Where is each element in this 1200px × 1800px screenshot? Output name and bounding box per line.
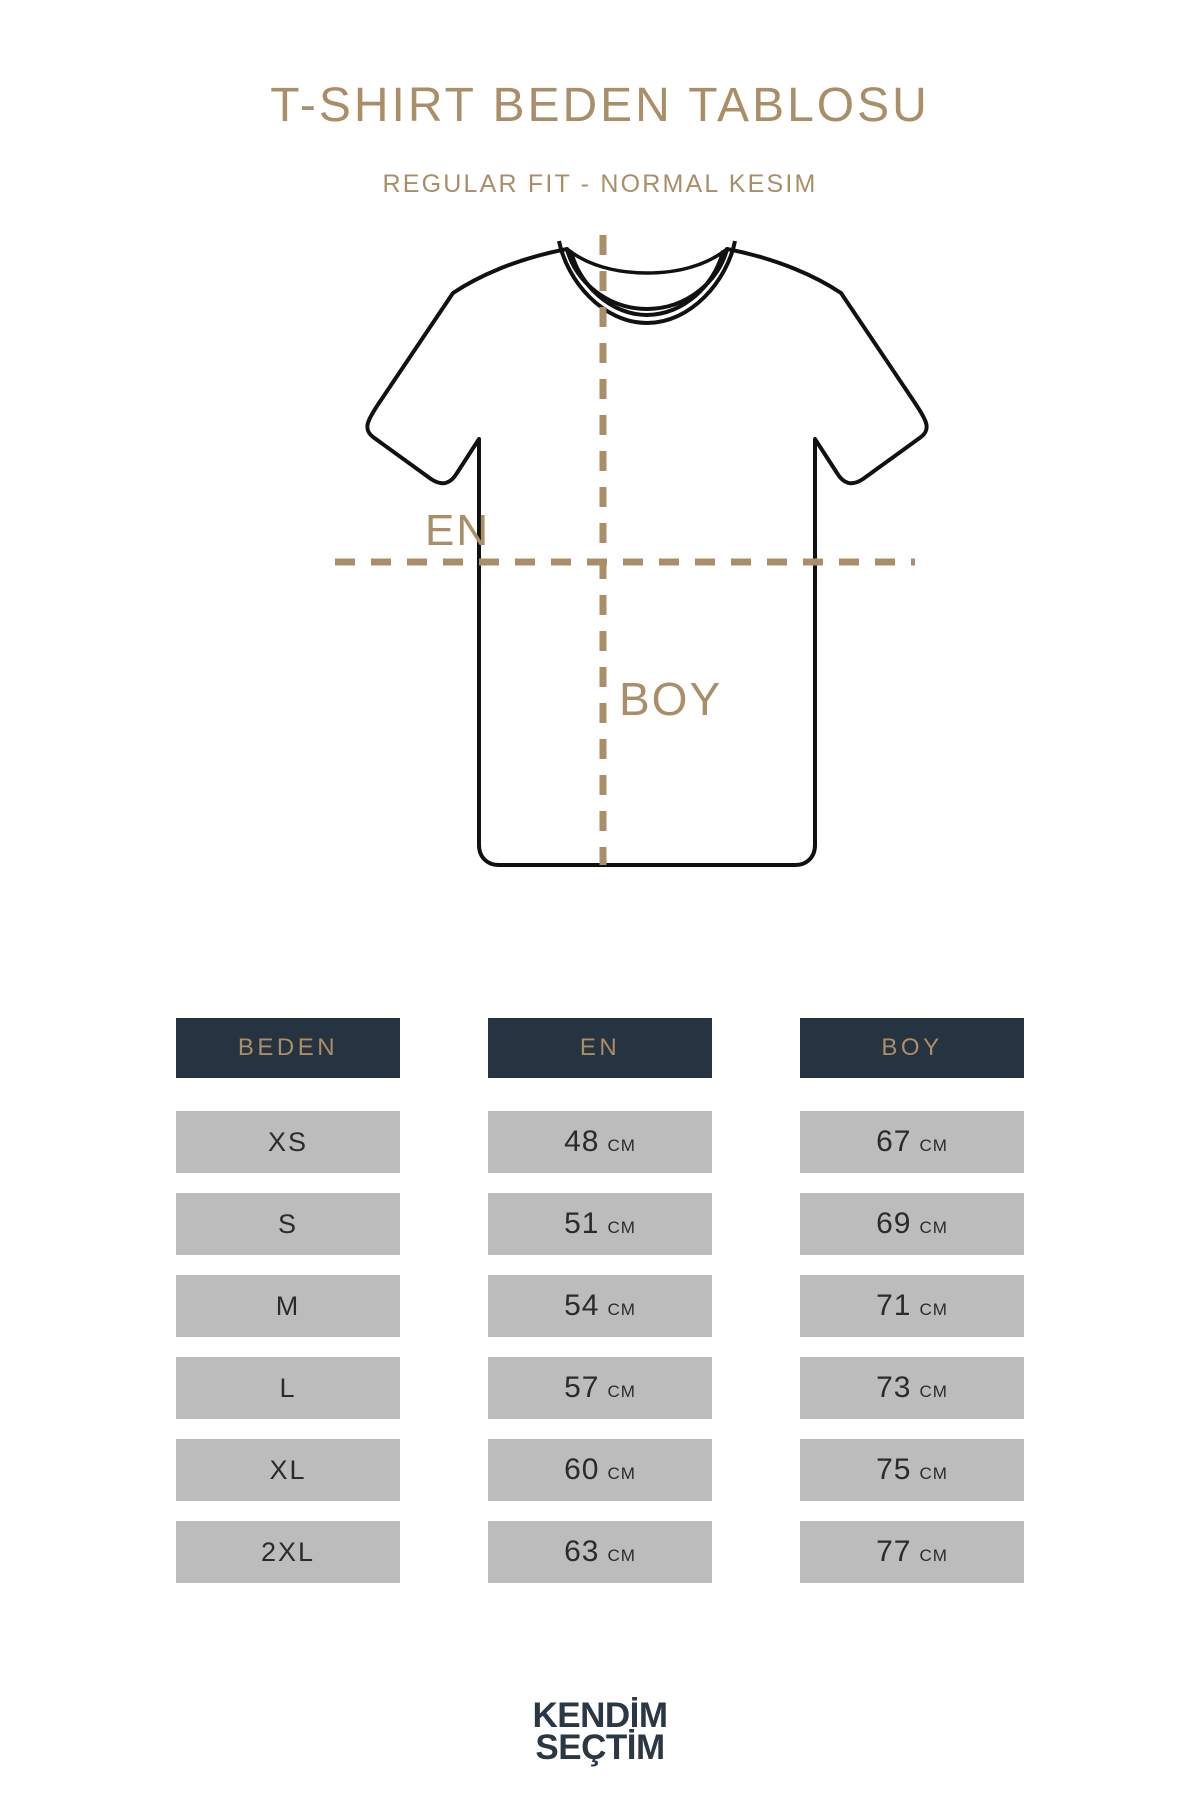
page-title: T-SHIRT BEDEN TABLOSU xyxy=(270,79,930,132)
width-unit: CM xyxy=(607,1382,636,1401)
neck-tape-line xyxy=(565,247,729,275)
cell-en: 60 CM xyxy=(488,1439,712,1501)
logo-line-one: KENDİM xyxy=(532,1696,668,1735)
cell-beden: L xyxy=(176,1357,400,1419)
header-label-boy: BOY xyxy=(881,1034,943,1061)
header-cell-beden: BEDEN xyxy=(176,1018,400,1078)
cell-beden: XL xyxy=(176,1439,400,1501)
collar-inner-line xyxy=(569,250,725,318)
width-value: 54 CM xyxy=(564,1289,636,1323)
cell-boy: 75 CM xyxy=(800,1439,1024,1501)
width-unit: CM xyxy=(607,1136,636,1155)
length-value: 67 CM xyxy=(876,1125,948,1159)
header-label-beden: BEDEN xyxy=(237,1034,339,1061)
width-label: EN xyxy=(425,506,490,555)
length-unit: CM xyxy=(919,1218,948,1237)
cell-boy: 67 CM xyxy=(800,1111,1024,1173)
cell-boy: 73 CM xyxy=(800,1357,1024,1419)
length-unit: CM xyxy=(919,1136,948,1155)
size-label: L xyxy=(279,1372,297,1403)
width-unit: CM xyxy=(607,1546,636,1565)
width-unit: CM xyxy=(607,1464,636,1483)
width-value: 60 CM xyxy=(564,1453,636,1487)
shirt-body-outline xyxy=(365,247,929,867)
width-value: 51 CM xyxy=(564,1207,636,1241)
width-number: 60 xyxy=(564,1453,600,1486)
table-body: XS 48 CM 67 CM S 51 CM 69 CM M 54 CM 71 CM L 57 CM 73 CM XL 6… xyxy=(176,1111,1024,1583)
cell-beden: 2XL xyxy=(176,1521,400,1583)
cell-boy: 77 CM xyxy=(800,1521,1024,1583)
size-table: BEDEN EN BOY XS 48 CM 67 CM S 51 CM 69 CM M 54 CM 71 C… xyxy=(176,1018,1024,1603)
table-row: S 51 CM 69 CM xyxy=(176,1193,1024,1255)
size-label: XS xyxy=(267,1126,309,1157)
table-row: L 57 CM 73 CM xyxy=(176,1357,1024,1419)
cell-boy: 69 CM xyxy=(800,1193,1024,1255)
length-unit: CM xyxy=(919,1464,948,1483)
tshirt-diagram: EN BOY xyxy=(215,225,985,990)
width-value: 57 CM xyxy=(564,1371,636,1405)
width-unit: CM xyxy=(607,1300,636,1319)
length-number: 71 xyxy=(876,1289,912,1322)
length-number: 69 xyxy=(876,1207,912,1240)
length-value: 71 CM xyxy=(876,1289,948,1323)
length-number: 75 xyxy=(876,1453,912,1486)
cell-en: 51 CM xyxy=(488,1193,712,1255)
logo-line-two: SEÇTİM xyxy=(535,1728,665,1768)
length-unit: CM xyxy=(919,1382,948,1401)
length-number: 73 xyxy=(876,1371,912,1404)
header-label-en: EN xyxy=(579,1034,621,1061)
width-number: 54 xyxy=(564,1289,600,1322)
table-row: 2XL 63 CM 77 CM xyxy=(176,1521,1024,1583)
width-number: 48 xyxy=(564,1125,600,1158)
length-value: 77 CM xyxy=(876,1535,948,1569)
length-label: BOY xyxy=(619,673,722,725)
width-value: 63 CM xyxy=(564,1535,636,1569)
cell-en: 63 CM xyxy=(488,1521,712,1583)
width-number: 63 xyxy=(564,1535,600,1568)
cell-en: 48 CM xyxy=(488,1111,712,1173)
length-unit: CM xyxy=(919,1546,948,1565)
cell-beden: S xyxy=(176,1193,400,1255)
width-number: 51 xyxy=(564,1207,600,1240)
length-value: 75 CM xyxy=(876,1453,948,1487)
size-label: M xyxy=(275,1290,301,1321)
size-label: XL xyxy=(269,1454,307,1485)
size-label: S xyxy=(277,1208,298,1239)
cell-beden: M xyxy=(176,1275,400,1337)
length-value: 73 CM xyxy=(876,1371,948,1405)
page-subtitle: REGULAR FIT - NORMAL KESIM xyxy=(382,170,818,198)
width-unit: CM xyxy=(607,1218,636,1237)
collar-band-outer xyxy=(557,240,737,326)
table-row: M 54 CM 71 CM xyxy=(176,1275,1024,1337)
table-row: XL 60 CM 75 CM xyxy=(176,1439,1024,1501)
length-number: 77 xyxy=(876,1535,912,1568)
length-value: 69 CM xyxy=(876,1207,948,1241)
cell-beden: XS xyxy=(176,1111,400,1173)
width-value: 48 CM xyxy=(564,1125,636,1159)
sleeve-hem-left xyxy=(455,438,481,474)
width-number: 57 xyxy=(564,1371,600,1404)
length-number: 67 xyxy=(876,1125,912,1158)
cell-en: 54 CM xyxy=(488,1275,712,1337)
cell-en: 57 CM xyxy=(488,1357,712,1419)
header-cell-boy: BOY xyxy=(800,1018,1024,1078)
size-label: 2XL xyxy=(260,1536,316,1567)
table-header-row: BEDEN EN BOY xyxy=(176,1018,1024,1078)
length-unit: CM xyxy=(919,1300,948,1319)
header-cell-en: EN xyxy=(488,1018,712,1078)
table-row: XS 48 CM 67 CM xyxy=(176,1111,1024,1173)
sleeve-hem-right xyxy=(813,438,839,474)
brand-logo: KENDİM SEÇTİM xyxy=(0,1696,1200,1768)
cell-boy: 71 CM xyxy=(800,1275,1024,1337)
